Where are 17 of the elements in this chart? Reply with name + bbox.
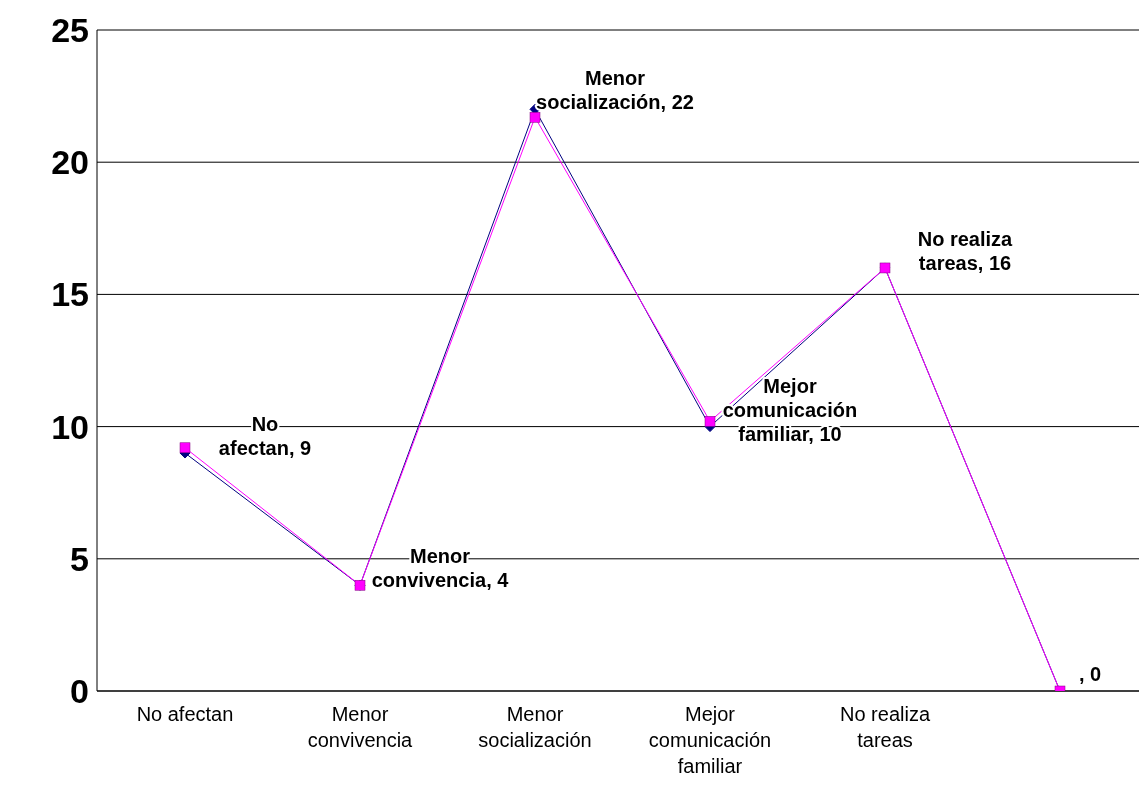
point <box>529 112 541 123</box>
y-tick-label: 10 <box>51 407 89 446</box>
data-label: , 0 <box>1078 663 1102 685</box>
x-tick-label: Menor socialización <box>478 703 592 751</box>
y-tick-label: 0 <box>70 672 89 711</box>
x-tick-label: No realiza tareas <box>839 703 931 751</box>
x-tick-label: No afectan <box>136 703 234 725</box>
point <box>704 416 716 427</box>
y-tick-label: 15 <box>51 275 89 314</box>
data-label: No realiza tareas, 16 <box>917 227 1014 274</box>
point <box>179 442 191 453</box>
x-tick-label: Menor convivencia <box>307 703 414 751</box>
y-tick-label: 5 <box>70 539 89 578</box>
y-tick-label: 25 <box>51 11 89 50</box>
y-tick-label: 20 <box>51 143 89 182</box>
x-tick-label: Mejor comunicación familiar <box>648 703 772 777</box>
data-label: Menor socialización, 22 <box>536 67 694 114</box>
